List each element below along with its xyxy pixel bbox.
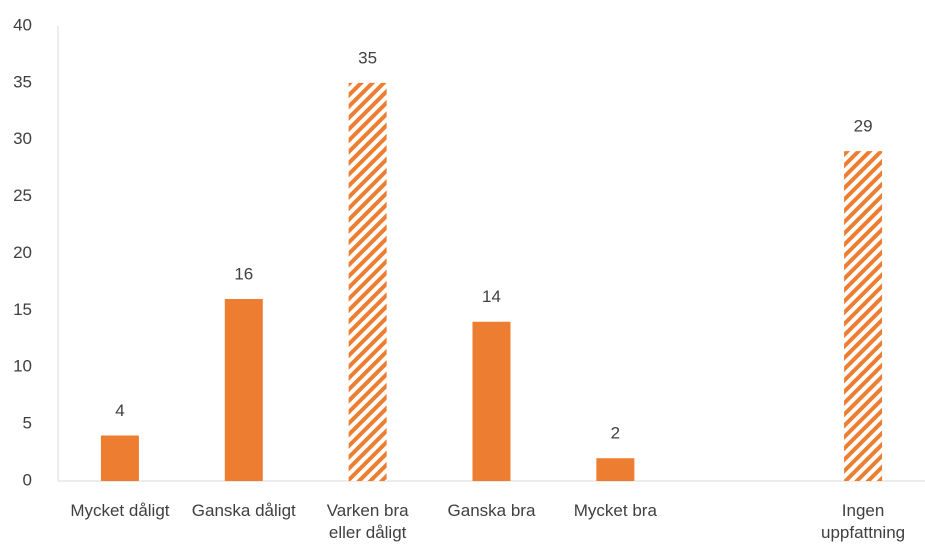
y-tick-label: 25 [13, 186, 32, 205]
data-label: 4 [115, 401, 124, 420]
bar [472, 321, 511, 481]
data-label: 2 [611, 424, 620, 443]
y-tick-label: 35 [13, 72, 32, 91]
y-tick-label: 10 [13, 357, 32, 376]
x-tick-label: Ganska bra [447, 501, 536, 520]
bar [224, 299, 263, 481]
x-tick-label: Ingen uppfattning [820, 501, 906, 542]
data-label: 16 [234, 264, 253, 283]
data-label: 14 [482, 287, 501, 306]
y-tick-label: 30 [13, 129, 32, 148]
x-tick-label: Mycket dåligt [70, 501, 170, 520]
y-tick-label: 20 [13, 243, 32, 262]
bar [844, 151, 883, 481]
y-tick-label: 5 [23, 414, 32, 433]
y-tick-label: 15 [13, 300, 32, 319]
bar [100, 435, 139, 481]
data-label: 29 [854, 117, 873, 136]
x-tick-label: Ganska dåligt [191, 501, 296, 520]
x-tick-label: Mycket bra [573, 501, 657, 520]
data-label: 35 [358, 48, 377, 67]
x-tick-label: Varken bra eller dåligt [326, 501, 409, 542]
y-tick-label: 40 [13, 15, 32, 34]
bar [596, 458, 635, 481]
bar [348, 82, 387, 481]
y-tick-label: 0 [23, 470, 32, 489]
